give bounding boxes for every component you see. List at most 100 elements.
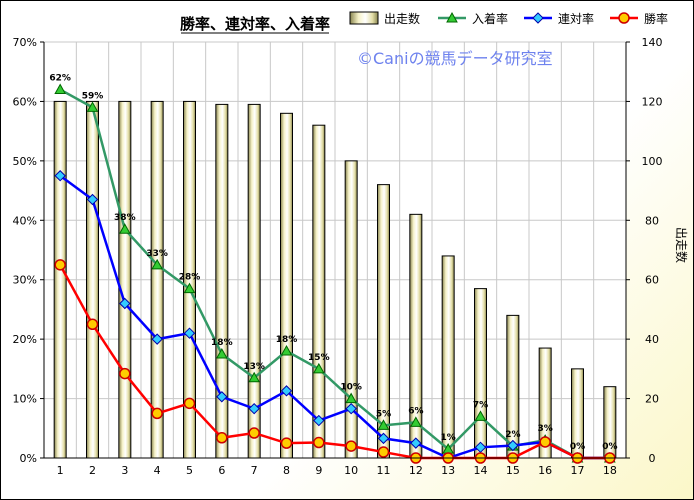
marker-circle: [280, 437, 293, 449]
bar: [118, 100, 132, 459]
data-label: 3%: [538, 424, 553, 434]
data-label: 6%: [408, 406, 423, 416]
marker-triangle: [280, 344, 293, 356]
y-tick-label-left: 60%: [13, 95, 37, 108]
data-label: 7%: [473, 400, 488, 410]
marker-triangle: [118, 223, 131, 234]
marker-circle: [183, 397, 196, 410]
bar: [474, 288, 487, 459]
y-tick-label-left: 10%: [13, 393, 37, 406]
data-label: 38%: [114, 213, 136, 223]
marker-triangle: [151, 258, 164, 270]
x-tick-label: 7: [251, 464, 258, 477]
legend-swatch-bar: [349, 11, 379, 25]
marker-triangle: [54, 83, 67, 95]
marker-triangle: [215, 347, 228, 359]
data-label: 59%: [82, 91, 104, 101]
y-axis-right-label: 出走数: [674, 227, 689, 263]
y-tick-label-right: 20: [645, 393, 659, 406]
marker-triangle: [377, 419, 390, 430]
legend-label: 連対率: [558, 11, 594, 26]
x-tick-label: 15: [506, 464, 520, 477]
axes: 0%10%20%30%40%50%60%70%02040608010012014…: [13, 36, 663, 477]
data-label: 18%: [211, 338, 233, 348]
x-tick-label: 10: [344, 464, 358, 477]
legend-label: 出走数: [384, 11, 420, 26]
marker-circle: [119, 367, 131, 380]
series-line: [59, 264, 610, 460]
marker-triangle: [345, 392, 358, 404]
marker-triangle: [312, 362, 325, 374]
gridlines: [43, 41, 627, 459]
x-tick-label: 12: [409, 464, 423, 477]
marker-diamond: [248, 402, 260, 415]
marker-triangle: [446, 11, 458, 23]
y-tick-label-right: 80: [645, 214, 659, 227]
marker-circle: [313, 436, 325, 449]
marker-diamond: [216, 391, 228, 403]
x-tick-label: 9: [315, 464, 322, 477]
bar: [312, 124, 326, 459]
marker-diamond: [183, 327, 196, 339]
x-tick-label: 3: [121, 464, 128, 477]
marker-diamond: [313, 414, 325, 427]
data-label: 0%: [570, 442, 585, 452]
marker-diamond: [507, 439, 519, 452]
marker-triangle: [248, 371, 261, 383]
bar: [215, 103, 229, 459]
x-tick-label: 14: [474, 464, 488, 477]
data-label: 0%: [602, 442, 617, 452]
data-labels: 62% 59% 38% 33% 28% 18% 13% 18% 15% 10% 5% 6% 1% 7% 2%…: [49, 74, 617, 452]
data-label: 15%: [308, 353, 330, 363]
bar: [53, 100, 67, 459]
y-tick-label-left: 0%: [20, 452, 37, 465]
y-tick-label-right: 120: [642, 95, 663, 108]
data-label: 33%: [146, 249, 168, 259]
x-tick-label: 6: [218, 464, 225, 477]
x-tick-label: 2: [89, 464, 96, 477]
marker-circle: [618, 12, 630, 24]
y-tick-label-left: 20%: [13, 333, 37, 346]
line-series: [54, 83, 616, 464]
series-line: [59, 174, 610, 460]
marker-triangle: [183, 282, 196, 294]
legend-label: 勝率: [644, 11, 668, 26]
x-tick-label: 16: [538, 464, 552, 477]
marker-circle: [248, 427, 260, 439]
y-tick-label-right: 60: [645, 274, 659, 287]
marker-triangle: [474, 410, 487, 421]
legend: 出走数 入着率 連対率 勝率: [349, 11, 668, 26]
data-label: 5%: [376, 409, 391, 419]
marker-diamond: [119, 297, 131, 310]
data-label: 2%: [505, 430, 520, 440]
marker-diamond: [86, 193, 99, 206]
marker-diamond: [280, 385, 293, 397]
y-tick-label-right: 140: [642, 36, 663, 49]
marker-diamond: [410, 437, 422, 449]
data-label: 62%: [49, 74, 71, 84]
x-tick-label: 5: [186, 464, 193, 477]
marker-diamond: [532, 12, 544, 24]
marker-diamond: [151, 333, 163, 345]
marker-circle: [377, 446, 390, 458]
y-tick-label-left: 40%: [13, 214, 37, 227]
y-tick-label-left: 70%: [13, 36, 37, 49]
x-tick-label: 13: [441, 464, 455, 477]
bar: [86, 100, 99, 459]
marker-circle: [216, 432, 228, 444]
y-tick-label-right: 100: [642, 155, 663, 168]
y-tick-label-left: 30%: [13, 274, 37, 287]
bar: [280, 112, 293, 459]
y-tick-label-right: 0: [649, 452, 656, 465]
x-tick-label: 17: [571, 464, 585, 477]
y-tick-label-left: 50%: [13, 155, 37, 168]
chart-title: 勝率、連対率、入着率: [180, 15, 330, 33]
bar: [150, 100, 164, 459]
bar: [441, 255, 455, 459]
x-tick-label: 4: [154, 464, 161, 477]
watermark: ©Caniの競馬データ研究室: [357, 49, 553, 68]
marker-triangle: [86, 101, 99, 112]
x-tick-label: 1: [57, 464, 64, 477]
marker-circle: [151, 407, 163, 420]
